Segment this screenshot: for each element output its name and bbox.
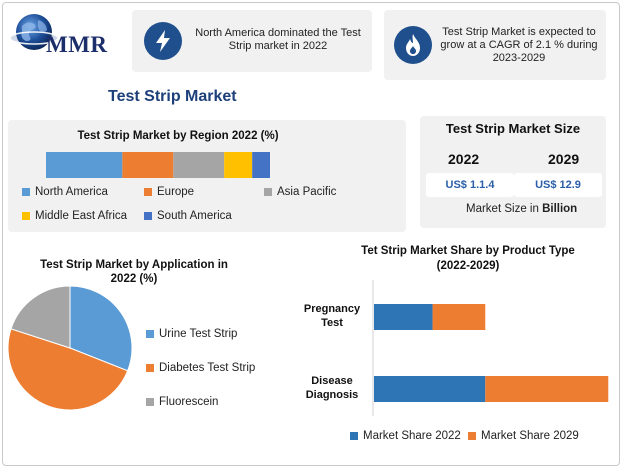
market-size-note-prefix: Market Size in bbox=[466, 203, 543, 215]
legend-label: Market Share 2029 bbox=[481, 430, 579, 442]
legend-label: North America bbox=[35, 186, 108, 198]
region-legend-item: Asia Pacific bbox=[264, 186, 336, 198]
region-bar-segment bbox=[122, 152, 174, 178]
year-2029: 2029 bbox=[548, 151, 580, 167]
header-card-dominance: North America dominated the Test Strip m… bbox=[132, 10, 372, 72]
globe-icon bbox=[9, 14, 59, 50]
legend-label: Middle East Africa bbox=[35, 210, 128, 222]
product-bar-chart bbox=[372, 280, 609, 416]
product-bar-segment bbox=[432, 304, 486, 330]
legend-swatch bbox=[144, 188, 152, 196]
product-bar-segment bbox=[374, 304, 433, 330]
product-legend-item: Market Share 2029 bbox=[468, 430, 579, 442]
region-panel: Test Strip Market by Region 2022 (%) Nor… bbox=[8, 120, 406, 232]
application-pie bbox=[7, 285, 133, 411]
market-size-2029: US$ 12.9 bbox=[514, 173, 602, 197]
pie-legend-item: Fluorescein bbox=[146, 396, 218, 408]
legend-label: South America bbox=[157, 210, 232, 222]
legend-label: Market Share 2022 bbox=[363, 430, 461, 442]
legend-swatch bbox=[146, 330, 154, 338]
page-title: Test Strip Market bbox=[108, 88, 237, 105]
market-size-note: Market Size in Billion bbox=[466, 203, 577, 215]
legend-label: Diabetes Test Strip bbox=[159, 362, 256, 374]
pie-slice bbox=[7, 328, 129, 411]
product-legend-item: Market Share 2022 bbox=[350, 430, 461, 442]
header-card-text: Test Strip Market is expected to grow at… bbox=[440, 26, 598, 64]
category-label: Pregnancy Test bbox=[303, 303, 361, 329]
region-bar-segment bbox=[46, 152, 123, 178]
legend-swatch bbox=[144, 212, 152, 220]
category-label: Disease Diagnosis bbox=[305, 375, 359, 401]
legend-swatch bbox=[146, 398, 154, 406]
region-bar-segment bbox=[173, 152, 225, 178]
pie-slice bbox=[69, 285, 133, 372]
region-bar-segment bbox=[224, 152, 253, 178]
legend-swatch bbox=[350, 432, 358, 440]
region-stacked-bar bbox=[46, 152, 270, 178]
legend-swatch bbox=[22, 212, 30, 220]
legend-swatch bbox=[264, 188, 272, 196]
pie-slice bbox=[10, 285, 71, 349]
legend-swatch bbox=[22, 188, 30, 196]
legend-label: Europe bbox=[157, 186, 195, 198]
legend-label: Asia Pacific bbox=[277, 186, 337, 198]
market-size-unit: Billion bbox=[542, 203, 578, 215]
region-chart-title: Test Strip Market by Region 2022 (%) bbox=[77, 130, 279, 142]
year-2022: 2022 bbox=[448, 151, 480, 167]
region-legend-item: North America bbox=[22, 186, 108, 198]
pie-legend-item: Urine Test Strip bbox=[146, 328, 237, 340]
product-chart-title: Tet Strip Market Share by Product Type (… bbox=[361, 245, 575, 272]
region-bar-segment bbox=[252, 152, 270, 178]
market-size-panel: Test Strip Market Size 2022 2029 US$ 1.1… bbox=[420, 116, 606, 228]
application-chart-title: Test Strip Market by Application in 2022… bbox=[40, 259, 228, 285]
legend-label: Urine Test Strip bbox=[159, 328, 238, 340]
legend-label: Fluorescein bbox=[159, 396, 219, 408]
lightning-icon bbox=[144, 22, 182, 60]
header-card-growth: Test Strip Market is expected to grow at… bbox=[384, 10, 606, 80]
flame-icon bbox=[394, 26, 432, 64]
legend-swatch bbox=[146, 364, 154, 372]
region-legend-item: Europe bbox=[144, 186, 194, 198]
header-card-text: North America dominated the Test Strip m… bbox=[195, 27, 361, 52]
region-legend-item: Middle East Africa bbox=[22, 210, 127, 222]
market-size-title: Test Strip Market Size bbox=[445, 121, 581, 136]
region-legend-item: South America bbox=[144, 210, 232, 222]
product-bar-segment bbox=[374, 376, 486, 402]
mmr-logo: MMR bbox=[8, 8, 126, 68]
legend-swatch bbox=[468, 432, 476, 440]
logo-text: MMR bbox=[46, 32, 108, 57]
market-size-2022: US$ 1.1.4 bbox=[426, 173, 514, 197]
product-bar-segment bbox=[485, 376, 609, 402]
pie-legend-item: Diabetes Test Strip bbox=[146, 362, 255, 374]
